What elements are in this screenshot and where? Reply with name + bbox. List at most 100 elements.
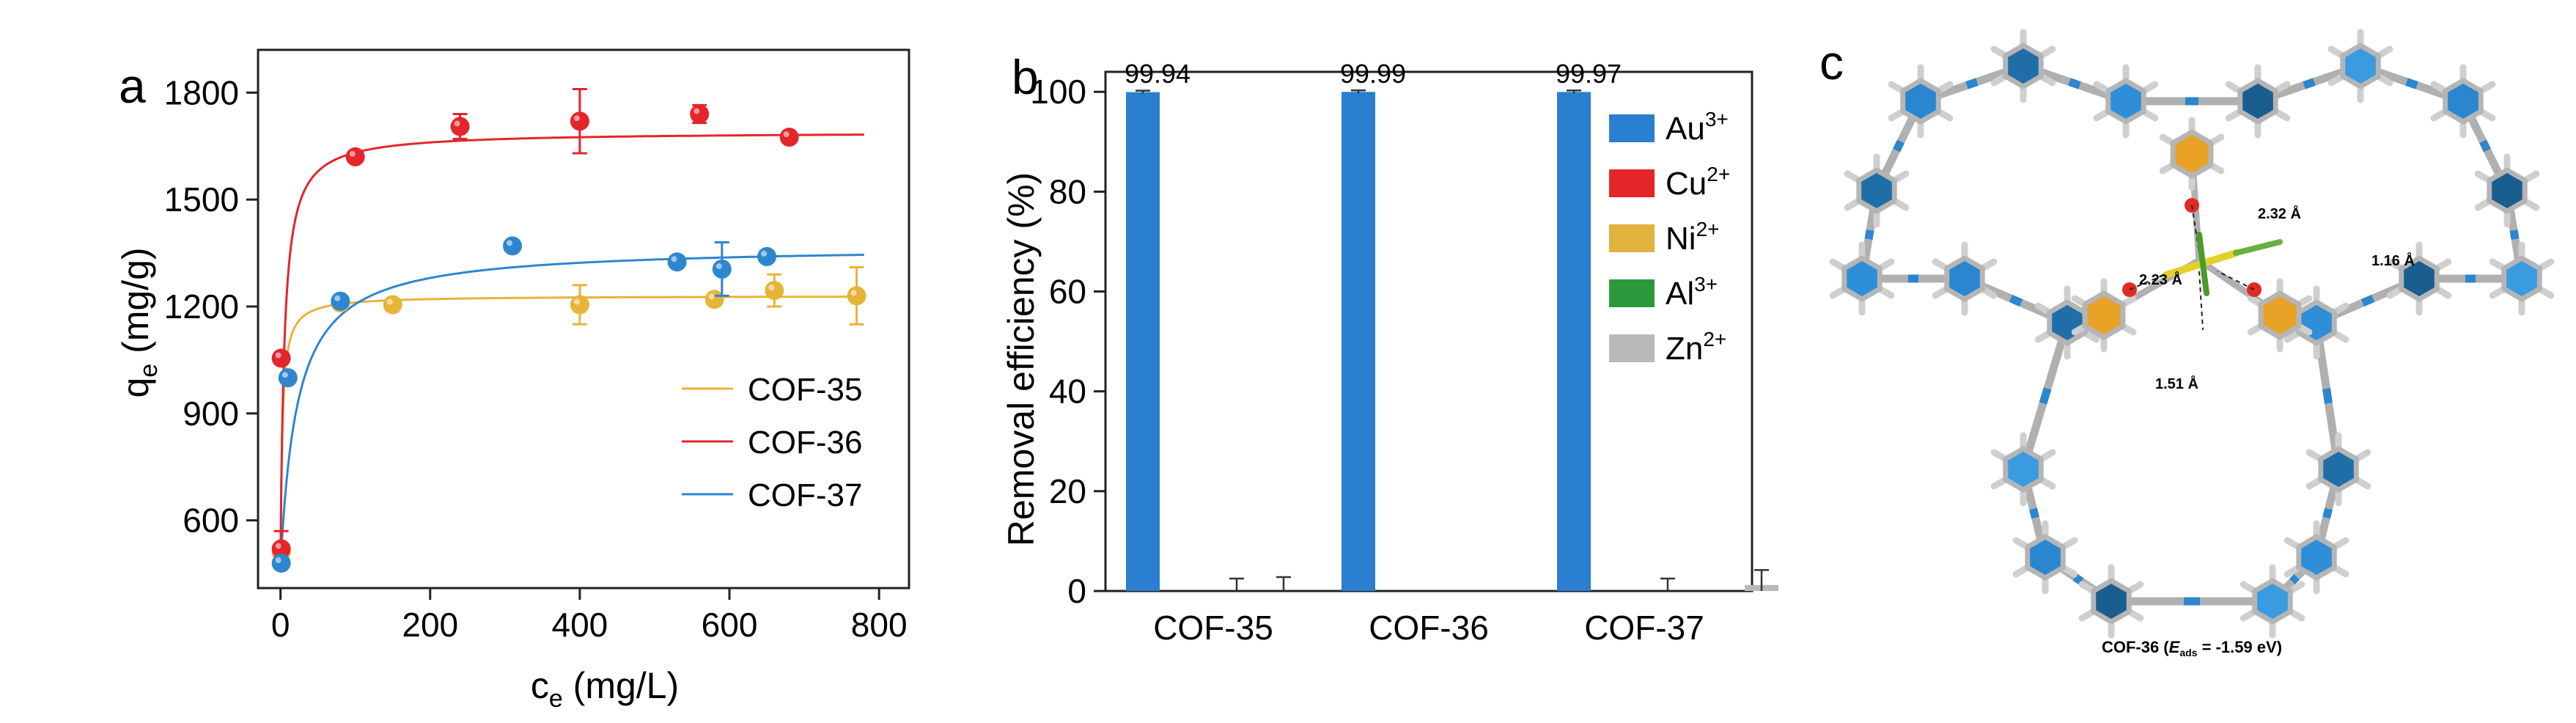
point-highlight — [454, 120, 460, 127]
ring-18-face — [2096, 584, 2127, 619]
imine-bond — [1893, 139, 1905, 153]
data-label: 99.94 — [1125, 59, 1191, 89]
imine-bond — [2509, 230, 2520, 240]
imine-bond — [2322, 388, 2333, 404]
point-highlight — [386, 298, 393, 305]
bar-Au — [1557, 92, 1591, 591]
y-tick-label: 1500 — [164, 180, 239, 219]
ring-4-face — [2345, 48, 2376, 84]
legend-label: COF-37 — [748, 477, 862, 513]
bars: 99.94 99.99 99.97 — [1125, 59, 1778, 592]
ring-7-face — [1847, 261, 1877, 296]
plot-frame — [257, 48, 910, 590]
structure-caption: COF-36 (Eads = -1.59 eV) — [2102, 638, 2282, 658]
adsorbed-species — [2071, 117, 2313, 353]
point-highlight — [768, 285, 775, 291]
data-point-COF-36 — [345, 147, 365, 166]
x-tick-label: 0 — [271, 606, 290, 644]
imine-bond — [2405, 78, 2418, 89]
legend-label: Al3+ — [1666, 273, 1718, 312]
x-tick-label: COF-36 — [1369, 609, 1489, 647]
y-tick-label: 80 — [1049, 172, 1086, 210]
point-highlight — [850, 290, 857, 296]
chloride-bond — [2196, 232, 2209, 296]
x-tick-label: COF-35 — [1153, 609, 1273, 647]
legend-b: Au3+ Cu2+ Ni2+ Al3+ Zn2+ — [1609, 108, 1730, 367]
legend-swatch — [1609, 114, 1655, 142]
bar-Au — [1342, 92, 1375, 592]
legend-swatch — [1609, 279, 1655, 307]
point-highlight — [693, 108, 700, 114]
point-highlight — [349, 150, 356, 157]
point-highlight — [275, 352, 281, 359]
imine-bond — [2009, 294, 2023, 307]
interaction-line — [2217, 271, 2255, 290]
panel-label-b: b — [1012, 50, 1039, 104]
data-point-COF-35 — [765, 281, 784, 301]
ring-14-face — [2008, 452, 2039, 487]
x-tick-label: 800 — [851, 606, 908, 644]
legend-label: COF-36 — [748, 425, 862, 460]
ring-3-face — [2242, 84, 2273, 119]
legend-swatch — [1609, 224, 1655, 252]
ring-9-face — [2506, 261, 2537, 296]
interaction-line — [2198, 271, 2204, 331]
axis-ticks-a: 0 200 400 600 800 600 900 1200 1500 1800 — [164, 73, 908, 644]
data-point-COF-37 — [278, 368, 298, 388]
ring-16-face — [2323, 452, 2354, 487]
data-point-COF-37 — [271, 553, 291, 573]
chloride-bond — [2233, 239, 2283, 256]
data-point-COF-35 — [383, 295, 402, 315]
bar-Au — [1126, 92, 1160, 592]
legend-swatch — [1609, 334, 1655, 362]
ring-0-face — [1905, 84, 1936, 119]
y-tick-label: 100 — [1030, 73, 1086, 111]
legend-a: COF-35 COF-36 COF-37 — [682, 372, 862, 513]
data-point-COF-37 — [503, 236, 523, 256]
x-tick-label: COF-37 — [1584, 609, 1704, 647]
legend-label: COF-35 — [748, 372, 862, 408]
y-axis-label-a: qe (mg/g) — [115, 247, 163, 397]
imine-bond — [2029, 507, 2039, 519]
point-highlight — [761, 250, 768, 257]
ring-2-face — [2111, 84, 2141, 119]
point-highlight — [507, 240, 513, 246]
point-highlight — [275, 557, 281, 563]
data-points — [271, 87, 866, 573]
x-tick-label: 200 — [402, 606, 458, 644]
point-highlight — [573, 298, 580, 305]
core-ring-face — [2175, 135, 2209, 173]
data-label: 99.99 — [1340, 59, 1406, 89]
legend-label: Au3+ — [1666, 108, 1729, 147]
imine-bond — [2360, 294, 2375, 307]
ring-5-face — [2448, 84, 2479, 119]
ring-15-face — [2030, 540, 2061, 575]
ring-17-face — [2301, 540, 2332, 575]
data-point-COF-37 — [757, 246, 777, 266]
ring-13-face — [2404, 261, 2435, 296]
fit-curve-COF-36 — [279, 133, 864, 567]
legend-label: Zn2+ — [1666, 328, 1726, 367]
data-point-COF-36 — [570, 111, 589, 131]
y-tick-label: 20 — [1049, 472, 1086, 510]
interaction-line — [2129, 267, 2182, 290]
framework-rings — [1829, 29, 2555, 639]
panel-label-c: c — [1819, 35, 1844, 89]
imine-bond — [2322, 507, 2333, 519]
ring-19-face — [2257, 584, 2288, 619]
y-tick-label: 600 — [183, 502, 239, 540]
axis-ticks-b: 0 20 40 60 80 100 COF-35 COF-36 COF-37 — [1030, 73, 1704, 647]
y-tick-label: 40 — [1049, 372, 1086, 411]
y-tick-label: 1800 — [164, 73, 239, 111]
point-highlight — [275, 543, 281, 549]
y-axis-label-b: Removal efficiency (%) — [1001, 172, 1042, 546]
core-ring-face — [2263, 296, 2297, 334]
data-point-COF-37 — [667, 252, 687, 272]
data-point-COF-37 — [712, 259, 732, 279]
y-tick-label: 1200 — [164, 287, 239, 326]
data-point-COF-36 — [779, 128, 799, 147]
ring-1-face — [2008, 48, 2039, 84]
legend-swatch — [1609, 169, 1655, 197]
